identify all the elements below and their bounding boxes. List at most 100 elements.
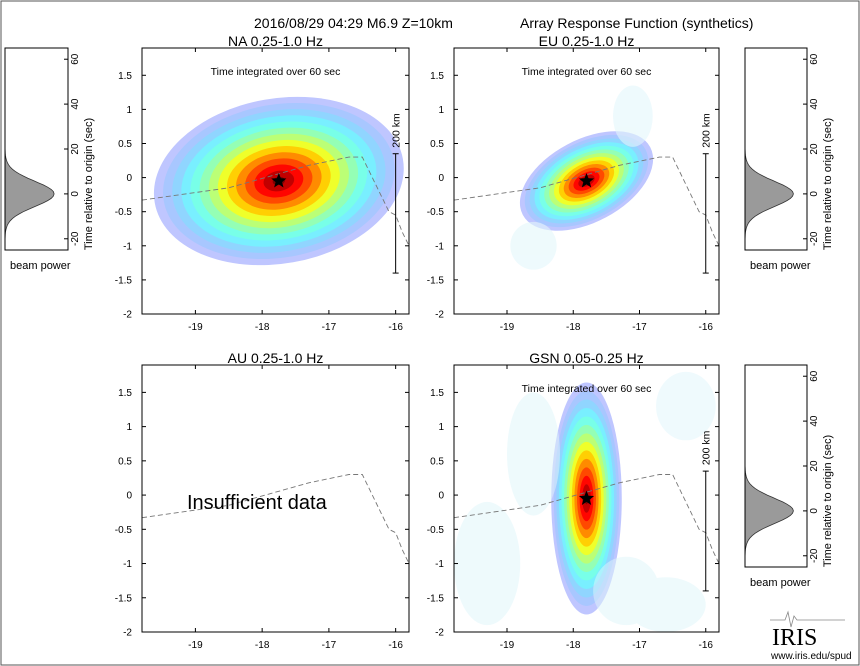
heatmap-side-lobe [613, 85, 653, 147]
beam-power-tick-label: 0 [809, 508, 820, 514]
panels-group: 200 km -19 -18 -17 -16 1.5 1 0.5 0 -0.5 -1 -1.5 -2 NA… [115, 33, 720, 651]
beam-power-tick-label: 40 [809, 98, 820, 110]
panel-title: AU 0.25-1.0 Hz [228, 350, 324, 366]
x-tick-label: -17 [632, 322, 647, 333]
y-tick-label: -2 [435, 628, 444, 639]
x-tick-label: -19 [500, 640, 515, 651]
y-tick-label: -2 [123, 628, 132, 639]
y-tick-label: 1 [126, 422, 132, 433]
plot-background [142, 365, 409, 632]
heatmap-side-lobe [510, 221, 557, 270]
scale-bar: 200 km [701, 113, 713, 274]
y-tick-label: 1.5 [118, 71, 132, 82]
plot-frame [141, 47, 410, 315]
panel-title: NA 0.25-1.0 Hz [228, 33, 323, 49]
coastline [142, 156, 409, 246]
heatmap-side-lobe [507, 392, 560, 516]
y-tick-label: 0.5 [430, 139, 444, 150]
epicenter-star-icon [578, 173, 595, 188]
y-tick-label: 0 [438, 491, 444, 502]
event-header: 2016/08/29 04:29 M6.9 Z=10km [254, 15, 453, 31]
plot-frame [453, 364, 720, 633]
y-tick-label: -1 [123, 559, 132, 570]
scale-bar: 200 km [701, 430, 713, 592]
iris-url: www.iris.edu/spud [770, 651, 852, 662]
y-tick-label: 0 [438, 173, 444, 184]
x-tick-label: -18 [566, 640, 581, 651]
beam-power-tick-label: 40 [70, 98, 81, 110]
heatmap-side-lobe [454, 501, 521, 626]
y-tick-label: -0.5 [427, 207, 445, 218]
x-tick-label: -19 [188, 640, 203, 651]
y-tick-label: -1 [435, 559, 444, 570]
beam-power-tick-label: 20 [809, 460, 820, 472]
beam-power-ylabel: Time relative to origin (sec) [822, 435, 834, 567]
beam-power-tick-label: 40 [809, 415, 820, 427]
x-tick-label: -17 [322, 322, 337, 333]
y-tick-label: -1 [435, 241, 444, 252]
heatmap-background-field [510, 85, 653, 270]
y-tick-label: 0.5 [118, 139, 132, 150]
epicenter-star-icon [271, 173, 287, 188]
heatmap-side-lobe [656, 371, 716, 441]
y-tick-label: -2 [435, 310, 444, 321]
epicenter-star-icon [578, 490, 595, 505]
x-tick-label: -18 [255, 640, 270, 651]
plot-area [142, 365, 409, 632]
beam-power-ylabel: Time relative to origin (sec) [822, 118, 834, 250]
x-tick-label: -19 [500, 322, 515, 333]
y-tick-label: -0.5 [427, 525, 445, 536]
beam-power-caption: beam power [750, 260, 811, 272]
y-tick-label: 0 [126, 491, 132, 502]
y-tick-label: 1 [438, 105, 444, 116]
x-tick-label: -17 [632, 640, 647, 651]
panel-gsn: 200 km -19 -18 -17 -16 1.5 1 0.5 0 -0.5 -1 -1.5 -2 GS… [427, 350, 720, 651]
y-tick-label: 0.5 [118, 456, 132, 467]
panel-annotation: Time integrated over 60 sec [522, 66, 652, 78]
beam-power-tick-label: 60 [809, 370, 820, 382]
panel-title: GSN 0.05-0.25 Hz [529, 350, 643, 366]
beam-power-tick-label: 20 [70, 143, 81, 155]
heatmap-background-field [454, 371, 716, 632]
beam-power-tick-label: -20 [809, 231, 820, 246]
x-tick-label: -16 [699, 322, 714, 333]
y-tick-label: 1 [126, 105, 132, 116]
y-tick-label: 0 [126, 173, 132, 184]
beam-power-panel-eu: 60 40 20 0 -20 Time relative to origin (sec) b… [744, 47, 834, 272]
coastline [454, 474, 719, 564]
beam-power-caption: beam power [10, 260, 71, 272]
figure-title: Array Response Function (synthetics) [520, 15, 753, 31]
y-tick-label: -2 [123, 310, 132, 321]
x-tick-label: -16 [388, 640, 403, 651]
x-tick-label: -19 [188, 322, 203, 333]
y-tick-label: 1.5 [430, 71, 444, 82]
insufficient-data-label: Insufficient data [187, 492, 328, 514]
y-tick-label: -0.5 [115, 207, 133, 218]
x-tick-label: -16 [388, 322, 403, 333]
y-tick-label: 1.5 [118, 388, 132, 399]
y-tick-label: -1.5 [115, 593, 133, 604]
scale-bar-label: 200 km [701, 430, 713, 465]
y-tick-label: 0.5 [430, 456, 444, 467]
y-tick-label: -0.5 [115, 525, 133, 536]
panel-au: -19 -18 -17 -16 1.5 1 0.5 0 -0.5 -1 -1.5 -2 AU 0.25-… [115, 350, 410, 651]
panel-annotation: Time integrated over 60 sec [211, 66, 341, 78]
beam-power-tick-label: 0 [70, 191, 81, 197]
coastline [142, 474, 409, 564]
plot-frame [453, 47, 720, 315]
iris-logo-seismogram [770, 610, 845, 628]
x-tick-label: -17 [322, 640, 337, 651]
heatmap-side-lobe [626, 577, 706, 632]
beam-power-panel-na: 60 40 20 0 -20 Time relative to origin (sec) b… [4, 47, 95, 272]
iris-logo: IRIS [772, 625, 817, 651]
beam-power-caption: beam power [750, 577, 811, 589]
plot-frame [141, 364, 410, 633]
beam-power-tick-label: 60 [70, 53, 81, 65]
beam-power-tick-label: 60 [809, 53, 820, 65]
y-tick-label: -1.5 [115, 275, 133, 286]
panel-eu: 200 km -19 -18 -17 -16 1.5 1 0.5 0 -0.5 -1 -1.5 -2 EU… [427, 33, 720, 333]
y-tick-label: 1 [438, 422, 444, 433]
